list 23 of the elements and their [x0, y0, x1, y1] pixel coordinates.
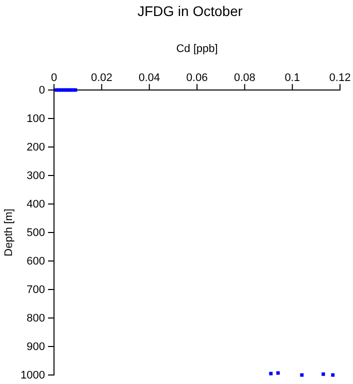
- x-tick-label: 0.02: [90, 72, 112, 84]
- y-tick-label: 700: [26, 284, 45, 296]
- x-tick-label: 0.1: [284, 72, 300, 84]
- y-tick-label: 600: [26, 256, 45, 268]
- y-axis-title: Depth [m]: [3, 208, 15, 256]
- chart-title: JFDG in October: [137, 3, 243, 19]
- y-tick-label: 1000: [20, 370, 45, 382]
- y-tick-label: 200: [26, 142, 45, 154]
- x-axis-title: Cd [ppb]: [176, 43, 218, 55]
- x-tick-label: 0.04: [138, 72, 160, 84]
- y-tick-label: 300: [26, 170, 45, 182]
- y-tick-label: 900: [26, 341, 45, 354]
- x-tick-label: 0.12: [329, 72, 351, 84]
- y-tick-label: 100: [26, 113, 45, 126]
- y-tick-label: 800: [26, 312, 45, 325]
- point: [269, 372, 273, 376]
- x-tick-label: 0: [50, 72, 58, 84]
- point: [322, 372, 326, 376]
- x-tick-label: 0.06: [186, 72, 208, 84]
- y-tick-label: 0: [38, 84, 45, 97]
- y-tick-label: 500: [26, 227, 45, 240]
- y-tick-label: 400: [26, 198, 45, 211]
- x-tick-label: 0.08: [234, 72, 256, 84]
